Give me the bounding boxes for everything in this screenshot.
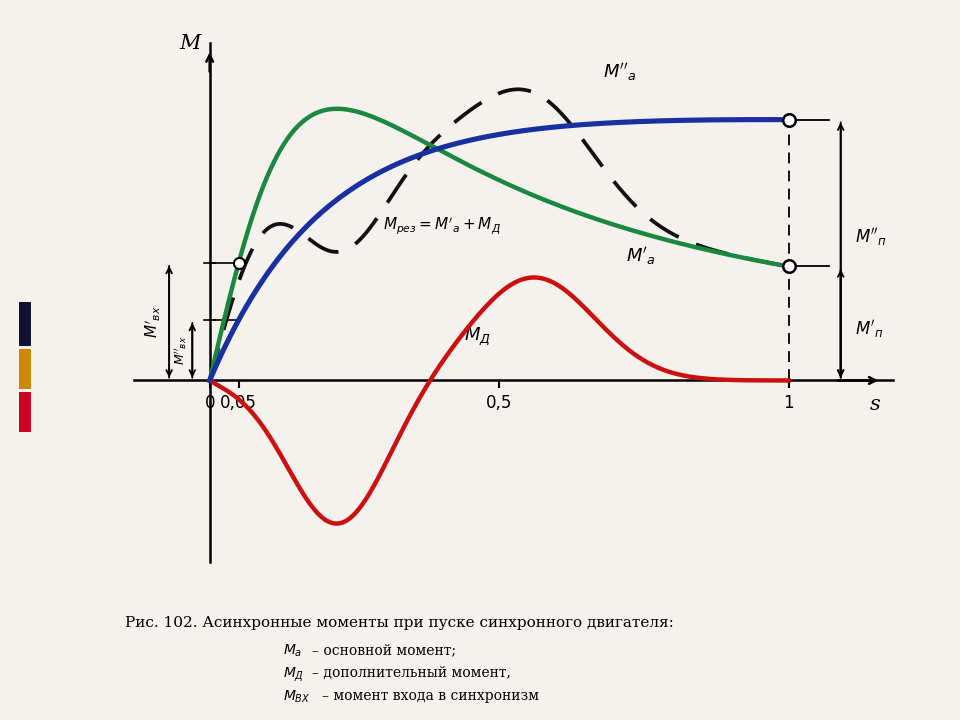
Text: s: s xyxy=(870,395,881,413)
Text: $M_Д$: $M_Д$ xyxy=(465,325,492,347)
Text: $M_Д$: $M_Д$ xyxy=(283,666,304,685)
Text: $M'_a$: $M'_a$ xyxy=(627,246,657,267)
Text: $M_{ВХ}$: $M_{ВХ}$ xyxy=(283,689,311,706)
Text: $M'_{вх}$: $M'_{вх}$ xyxy=(144,305,163,338)
Text: $M''_a$: $M''_a$ xyxy=(603,61,636,83)
Text: – основной момент;: – основной момент; xyxy=(312,643,456,657)
Text: $M_{рез}=M'_a+M_Д$: $M_{рез}=M'_a+M_Д$ xyxy=(383,216,501,238)
Text: $M''_{вх}$: $M''_{вх}$ xyxy=(173,336,189,365)
Text: Рис. 102. Асинхронные моменты при пуске синхронного двигателя:: Рис. 102. Асинхронные моменты при пуске … xyxy=(125,616,674,629)
Text: – момент входа в синхронизм: – момент входа в синхронизм xyxy=(322,689,539,703)
Text: $M''_п$: $M''_п$ xyxy=(855,226,887,248)
Text: M: M xyxy=(180,34,201,53)
Text: $M'_п$: $M'_п$ xyxy=(855,318,884,340)
Text: – дополнительный момент,: – дополнительный момент, xyxy=(312,666,511,680)
Text: $M_a$: $M_a$ xyxy=(283,643,302,660)
